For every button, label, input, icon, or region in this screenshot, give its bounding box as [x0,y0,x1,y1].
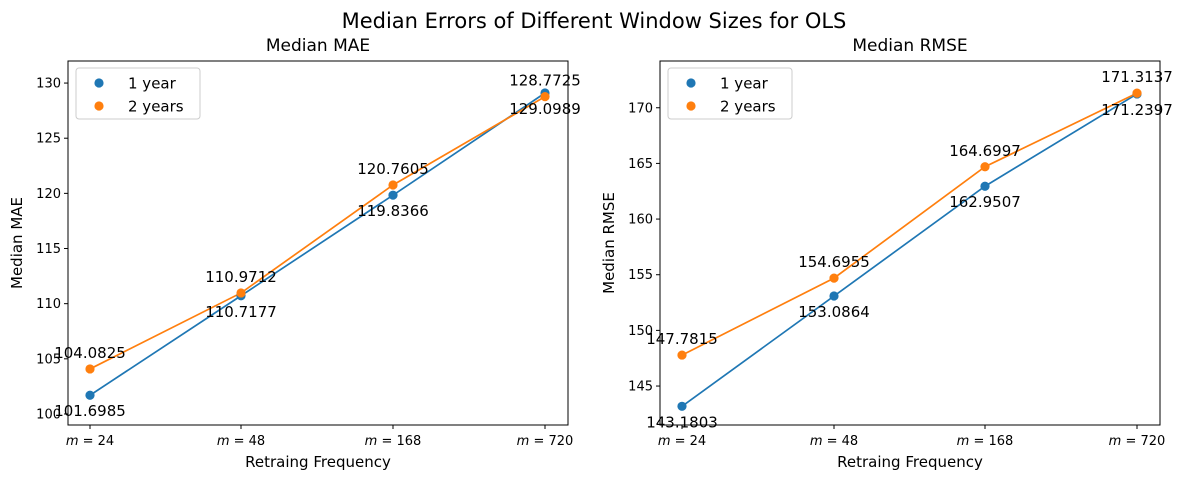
data-label: 110.9712 [205,268,277,286]
figure-suptitle: Median Errors of Different Window Sizes … [342,9,847,33]
y-tick-label: 115 [36,242,61,257]
legend-box [667,67,793,120]
data-point [236,288,246,298]
data-point [677,401,687,411]
data-label: 110.7177 [205,303,277,321]
data-label: 162.9507 [949,193,1021,211]
axes-frame [659,60,1161,426]
data-point [540,92,550,102]
data-point [980,162,990,172]
data-label: 143.1803 [646,413,718,431]
y-axis-label: Median MAE [8,197,26,289]
x-tick-label: m = 48 [217,434,265,449]
y-tick-label: 165 [628,157,653,172]
legend-label: 2 years [720,98,776,116]
data-point [1132,88,1142,98]
x-tick-label: m = 720 [517,434,574,449]
series-line-two-years [89,95,546,370]
series-line-two-years [681,92,1138,356]
y-tick-label: 110 [36,297,61,312]
y-tick-label: 155 [628,268,653,283]
legend-marker [94,78,104,88]
legend-label: 1 year [128,75,177,93]
legend-label: 2 years [128,98,184,116]
data-label: 104.0825 [54,344,126,362]
data-label: 153.0864 [798,303,870,321]
legend-marker [686,101,696,111]
x-axis-label: Retraing Frequency [837,453,983,471]
y-tick-label: 120 [36,187,61,202]
y-tick-label: 145 [628,380,653,395]
legend-marker [686,78,696,88]
data-point [829,273,839,283]
data-point [388,180,398,190]
mae-panel: Median MAE 100 105 110 115 120 125 130 m = 24 m =… [8,36,581,471]
x-tick-label: m = 168 [365,434,422,449]
legend-label: 1 year [720,75,769,93]
data-label: 171.3137 [1101,68,1173,86]
x-tick-label: m = 24 [66,434,114,449]
data-label: 164.6997 [949,142,1021,160]
x-tick-label: m = 24 [658,434,706,449]
panel-title: Median MAE [266,36,370,56]
data-label: 129.0989 [509,100,581,118]
data-label: 154.6955 [798,253,870,271]
panel-title: Median RMSE [852,36,967,56]
y-tick-label: 100 [36,407,61,422]
y-tick-label: 160 [628,213,653,228]
data-label: 101.6985 [54,402,126,420]
series-line-one-year [681,93,1138,407]
rmse-panel: Median RMSE 145 150 155 160 165 170 m = 24 m = 4… [600,36,1173,471]
y-tick-label: 170 [628,101,653,116]
data-point [677,350,687,360]
y-axis-label: Median RMSE [600,192,618,294]
x-tick-label: m = 48 [810,434,858,449]
data-point [85,364,95,374]
x-tick-label: m = 720 [1109,434,1166,449]
y-tick-label: 125 [36,132,61,147]
data-label: 120.7605 [357,160,429,178]
series-line-one-year [89,92,546,396]
x-axis-label: Retraing Frequency [245,453,391,471]
data-point [388,190,398,200]
axes-frame [67,60,569,426]
data-label: 128.7725 [509,72,581,90]
y-tick-label: 150 [628,324,653,339]
data-label: 171.2397 [1101,101,1173,119]
data-point [85,390,95,400]
data-point [980,181,990,191]
legend-box [75,67,201,120]
y-tick-label: 105 [36,352,61,367]
data-label: 147.7815 [646,330,718,348]
data-point [829,291,839,301]
data-label: 119.8366 [357,202,429,220]
y-tick-label: 130 [36,77,61,92]
legend-marker [94,101,104,111]
x-tick-label: m = 168 [957,434,1014,449]
